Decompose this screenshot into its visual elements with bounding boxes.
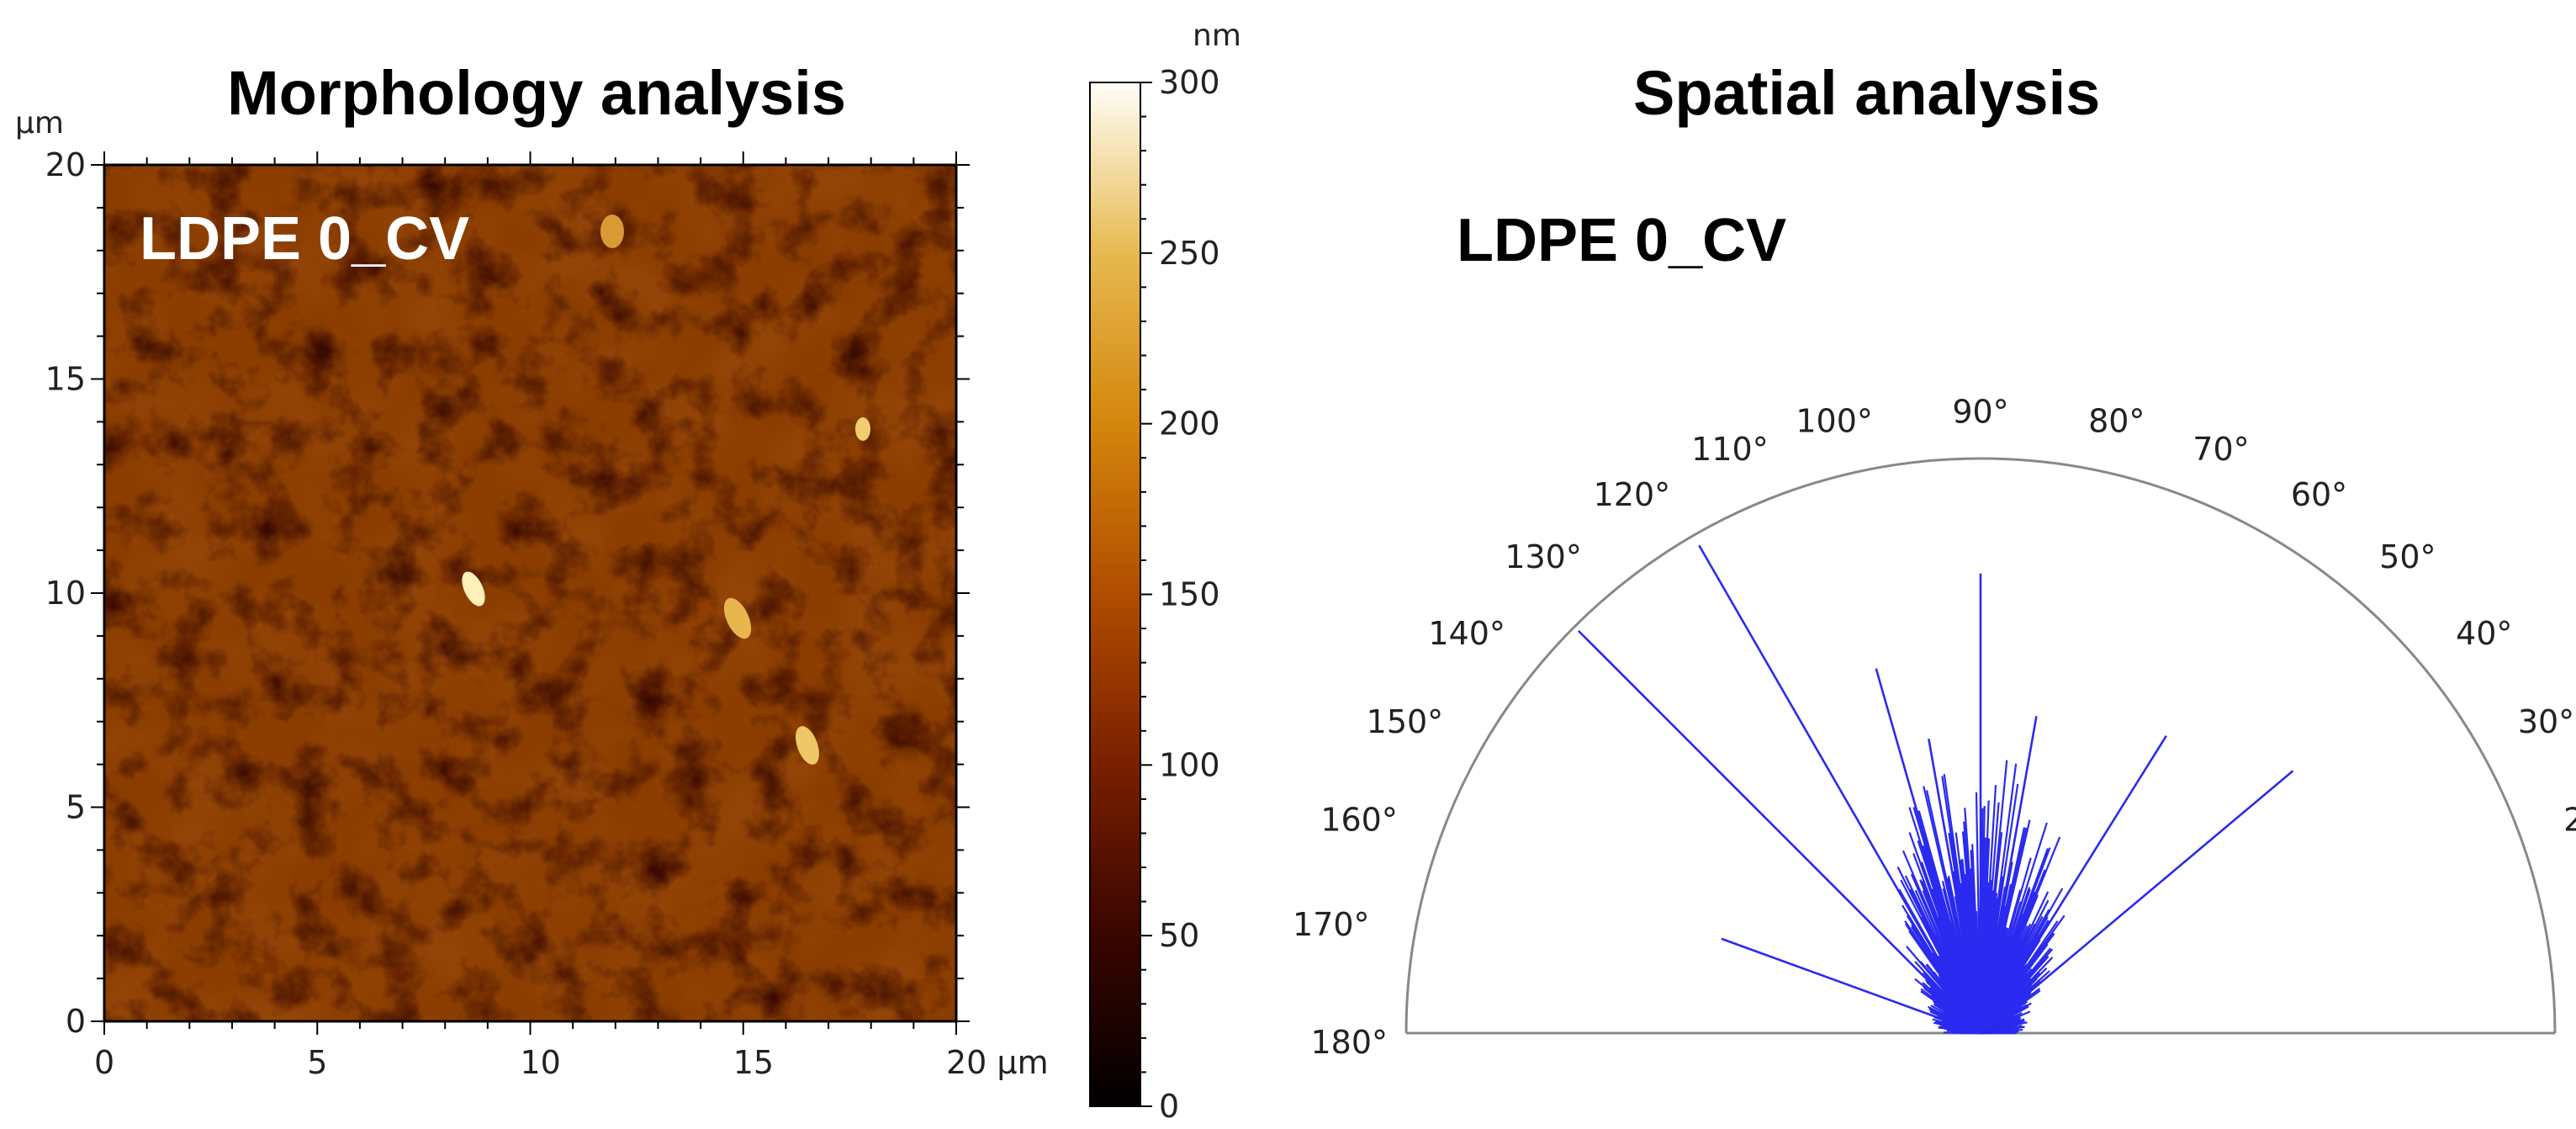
afm-bright-spot (600, 215, 624, 248)
y-tick-label: 20 (45, 146, 86, 183)
y-tick-label: 15 (45, 361, 86, 398)
polar-angle-label: 90° (1952, 393, 2008, 430)
polar-angle-label: 20° (2563, 802, 2576, 839)
afm-axes: 0 5 10 15 20 µm 0 5 10 15 20 (45, 146, 1049, 1081)
afm-image-group (103, 163, 958, 1023)
afm-bright-spot (723, 597, 752, 639)
y-tick-label: 0 (66, 1003, 86, 1040)
polar-angle-label: 80° (2088, 403, 2145, 440)
afm-bright-spot (462, 571, 485, 607)
colorbar-tick-label: 50 (1159, 917, 1199, 954)
polar-arc (1404, 457, 2557, 1034)
colorbar-axis: 0 50 100 150 200 250 300 (1140, 64, 1220, 1125)
polar-ray-prominent (1980, 770, 2294, 1034)
polar-sample-label: LDPE 0_CV (1457, 207, 1786, 274)
polar-angle-label: 70° (2193, 431, 2249, 468)
afm-sample-label: LDPE 0_CV (140, 205, 469, 273)
polar-angle-label: 130° (1505, 538, 1582, 575)
polar-ray-prominent (1979, 734, 2167, 1034)
polar-ray-prominent (1721, 937, 1981, 1035)
polar-angle-label: 170° (1293, 906, 1370, 943)
colorbar (1089, 82, 1141, 1107)
colorbar-unit: nm (1193, 19, 1241, 53)
afm-bright-spot (796, 726, 819, 765)
colorbar-tick-label: 0 (1159, 1088, 1179, 1125)
polar-angle-label: 60° (2291, 476, 2347, 513)
polar-angle-label: 100° (1796, 403, 1873, 440)
polar-angle-label: 50° (2379, 538, 2436, 575)
morphology-title: Morphology analysis (227, 58, 847, 128)
polar-angle-label: 110° (1691, 431, 1769, 468)
colorbar-tick-label: 150 (1159, 576, 1220, 613)
x-tick-label: 0 (94, 1044, 114, 1081)
x-tick-label: 15 (733, 1044, 774, 1081)
polar-rays (1577, 544, 2294, 1035)
polar-ray-prominent (1577, 629, 1981, 1034)
y-tick-label: 5 (66, 789, 86, 826)
polar-ray-prominent (1875, 668, 1982, 1034)
x-tick-label: 20 µm (946, 1044, 1049, 1081)
y-tick-label: 10 (45, 575, 86, 612)
polar-angle-label: 120° (1594, 476, 1671, 513)
colorbar-tick-label: 250 (1159, 235, 1220, 272)
polar-ray-prominent (1979, 716, 2038, 1034)
polar-angle-label: 160° (1320, 802, 1398, 839)
spatial-title: Spatial analysis (1633, 58, 2101, 128)
colorbar-tick-label: 200 (1159, 405, 1220, 443)
polar-ray-prominent (1928, 739, 1982, 1034)
polar-angle-label: 30° (2518, 703, 2574, 740)
colorbar-tick-label: 100 (1159, 746, 1220, 783)
afm-image-texture (104, 165, 956, 1021)
afm-bright-spot (855, 417, 870, 441)
afm-y-unit: µm (15, 106, 64, 140)
polar-plot: 0°10°20°30°40°50°60°70°80°90°100°110°120… (1293, 393, 2576, 1061)
x-tick-label: 10 (521, 1044, 561, 1081)
polar-angle-label: 180° (1310, 1024, 1388, 1061)
polar-angle-label: 150° (1367, 703, 1444, 740)
afm-highlights (462, 215, 870, 765)
colorbar-tick-label: 300 (1159, 64, 1220, 101)
polar-angle-label: 140° (1428, 615, 1505, 652)
x-tick-label: 5 (307, 1044, 327, 1081)
polar-ray-prominent (1698, 544, 1982, 1034)
polar-angle-label: 40° (2456, 615, 2512, 652)
